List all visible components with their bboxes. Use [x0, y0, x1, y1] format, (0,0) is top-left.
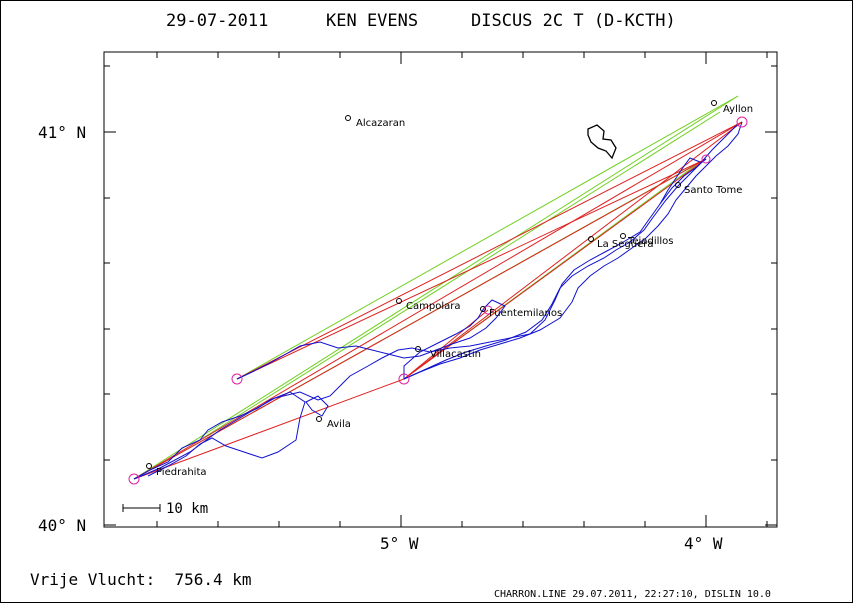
- place-markers: [146, 100, 717, 469]
- place-tejadillos: Tejadillos: [627, 236, 673, 247]
- place-ayllon: Ayllon: [723, 104, 753, 115]
- pilot-name: KEN EVENS: [326, 11, 418, 31]
- place-la-seguera: La Seguera: [597, 239, 653, 250]
- axis-ticks: [104, 52, 777, 527]
- place-alcazaran: Alcazaran: [356, 118, 405, 129]
- turnpoint-south: [398, 373, 410, 385]
- place-santo-tome: Santo Tome: [684, 185, 742, 196]
- place-piedrahita: Piedrahita: [156, 467, 207, 478]
- lon-label-5w: 5° W: [380, 534, 419, 553]
- credit-line: CHARRON.LINE 29.07.2011, 22:27:10, DISLI…: [494, 589, 771, 600]
- place-villacastin: Villacastin: [430, 349, 481, 360]
- glider-name: DISCUS 2C T (D-KCTH): [471, 11, 676, 31]
- distance-label: Vrije Vlucht: 756.4 km: [30, 570, 252, 589]
- turnpoints: [128, 116, 748, 485]
- turnpoint-west: [231, 373, 243, 385]
- turnpoint-fuentemilanos: [483, 305, 493, 315]
- flight-track: [133, 121, 743, 480]
- reservoir-outline: [587, 124, 617, 160]
- plot-border: [103, 51, 778, 528]
- flight-date: 29-07-2011: [166, 11, 268, 31]
- scale-bar: [122, 504, 161, 512]
- turnpoint-ayllon: [736, 116, 748, 128]
- place-fuentemilanos: Fuentemilanos: [489, 308, 562, 319]
- lon-label-4w: 4° W: [684, 534, 723, 553]
- place-campolara: Campolara: [406, 301, 460, 312]
- scale-label: 10 km: [166, 501, 208, 517]
- flight-legs: [133, 121, 743, 480]
- turnpoint-piedrahita: [128, 473, 140, 485]
- place-avila: Avila: [327, 419, 351, 430]
- lat-label-41: 41° N: [38, 123, 86, 142]
- turnpoint-santo-tome: [701, 154, 711, 164]
- lat-label-40: 40° N: [38, 516, 86, 535]
